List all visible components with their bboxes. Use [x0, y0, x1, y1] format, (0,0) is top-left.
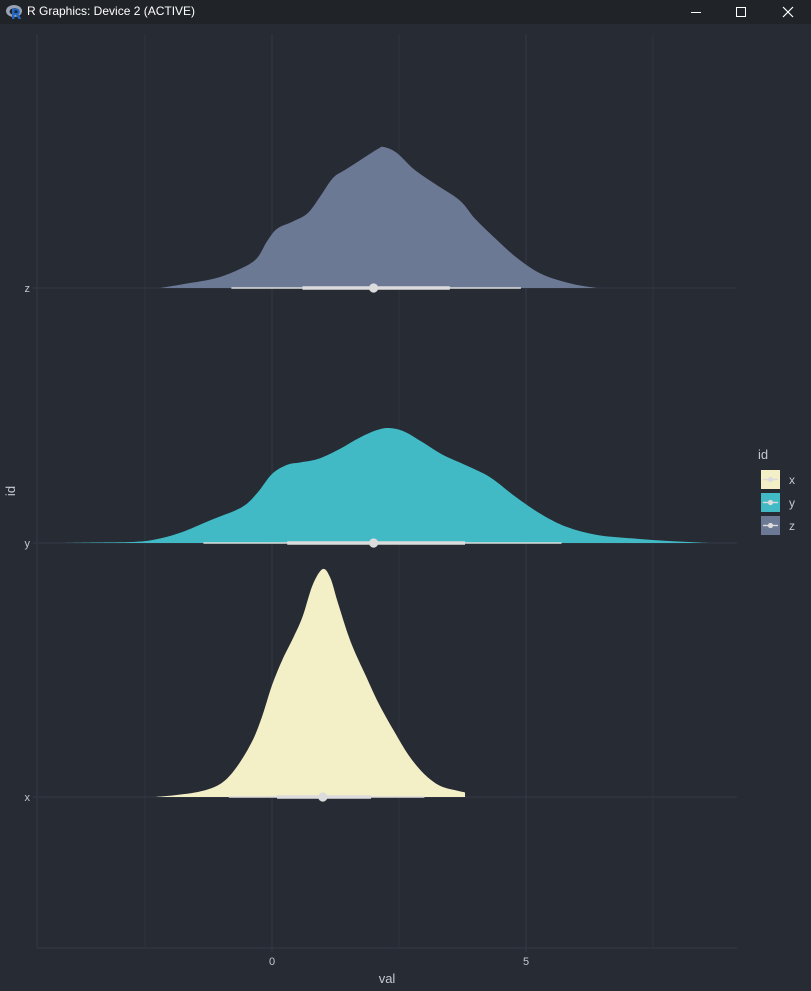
y-tick-label-y: y [25, 538, 31, 550]
legend-label-z: z [789, 519, 795, 533]
x-axis-title: val [379, 971, 396, 986]
median-point-x [318, 792, 328, 802]
median-point-y [369, 538, 379, 548]
density-y [63, 427, 709, 543]
density-layer [63, 146, 709, 797]
y-axis: x y z [25, 283, 37, 804]
minimize-button[interactable] [673, 0, 718, 24]
legend-key-point [767, 499, 774, 506]
minimize-icon [690, 12, 701, 13]
close-button[interactable] [765, 0, 810, 24]
r-logo-icon [6, 5, 22, 19]
legend-key-point [767, 522, 774, 529]
density-z [160, 146, 598, 288]
x-tick-label: 5 [523, 956, 529, 968]
legend-item-y: y [761, 493, 795, 512]
y-axis-title: id [3, 486, 18, 496]
legend-key-point [767, 476, 774, 483]
legend-label-y: y [789, 496, 795, 510]
maximize-icon [735, 7, 746, 17]
legend-item-x: x [761, 470, 795, 489]
legend-item-z: z [761, 516, 795, 535]
legend-title: id [758, 447, 768, 462]
legend-label-x: x [789, 473, 795, 487]
y-tick-label-z: z [25, 283, 31, 295]
interval-layer [203, 283, 562, 802]
window-titlebar[interactable]: R Graphics: Device 2 (ACTIVE) [0, 0, 811, 24]
close-icon [782, 6, 793, 18]
x-tick-label: 0 [269, 956, 275, 968]
legend: id xyz [758, 447, 795, 535]
y-tick-label-x: x [25, 792, 31, 804]
density-x [155, 568, 466, 797]
maximize-button[interactable] [718, 0, 763, 24]
median-point-z [369, 283, 379, 293]
window-title: R Graphics: Device 2 (ACTIVE) [27, 4, 196, 18]
